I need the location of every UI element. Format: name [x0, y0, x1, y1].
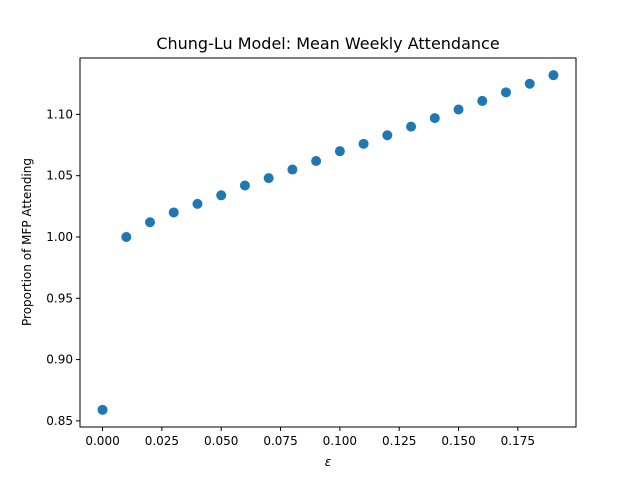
data-point — [477, 95, 488, 106]
data-points — [97, 70, 559, 415]
y-axis-ticks: 0.85 0.90 0.95 1.00 1.05 1.10 — [46, 107, 80, 428]
x-tick-label: 0.100 — [323, 434, 357, 448]
data-point — [216, 190, 227, 201]
data-point — [334, 146, 345, 157]
y-tick-label: 1.00 — [46, 230, 73, 244]
data-point — [382, 130, 393, 141]
data-point — [524, 78, 535, 89]
x-tick-label: 0.075 — [263, 434, 297, 448]
data-point — [97, 404, 108, 415]
y-tick-label: 1.10 — [46, 107, 73, 121]
data-point — [239, 180, 250, 191]
x-tick-label: 0.050 — [204, 434, 238, 448]
data-point — [263, 173, 274, 184]
data-point — [548, 70, 559, 81]
data-point — [287, 164, 298, 175]
x-tick-label: 0.175 — [501, 434, 535, 448]
data-point — [500, 87, 511, 98]
x-axis-label: ε — [325, 455, 332, 469]
y-tick-label: 0.95 — [46, 291, 73, 305]
chart-title: Chung-Lu Model: Mean Weekly Attendance — [156, 34, 499, 53]
data-point — [429, 113, 440, 124]
data-point — [121, 231, 132, 242]
data-point — [145, 217, 156, 228]
plot-frame — [79, 57, 577, 428]
y-tick-label: 1.05 — [46, 169, 73, 183]
data-point — [358, 138, 369, 149]
x-axis-ticks: 0.000 0.025 0.050 0.075 0.100 0.125 0.150 0.175 — [85, 427, 535, 448]
data-point — [406, 121, 417, 132]
y-tick-label: 0.90 — [46, 353, 73, 367]
data-point — [311, 155, 322, 166]
y-axis-label: Proportion of MFP Attending — [20, 158, 34, 326]
data-point — [453, 104, 464, 115]
x-tick-label: 0.125 — [382, 434, 416, 448]
x-tick-label: 0.150 — [441, 434, 475, 448]
data-point — [168, 207, 179, 218]
data-point — [192, 198, 203, 209]
x-tick-label: 0.000 — [85, 434, 119, 448]
y-tick-label: 0.85 — [46, 414, 73, 428]
x-tick-label: 0.025 — [145, 434, 179, 448]
